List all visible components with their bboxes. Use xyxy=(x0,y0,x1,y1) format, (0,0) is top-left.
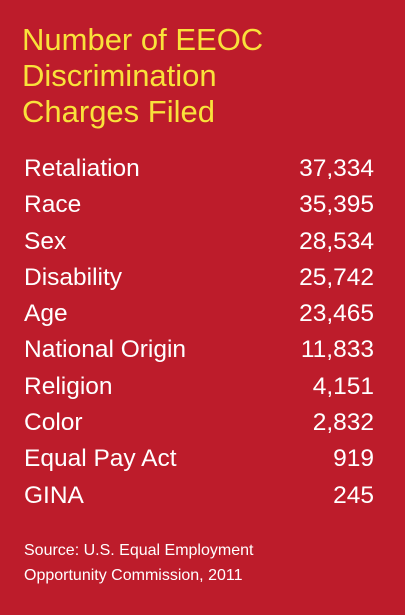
table-row: Retaliation 37,334 xyxy=(24,151,374,187)
charge-count: 2,832 xyxy=(312,409,374,437)
charge-count: 23,465 xyxy=(299,300,374,328)
category-label: Color xyxy=(24,409,83,437)
category-label: Retaliation xyxy=(24,155,140,182)
category-label: Equal Pay Act xyxy=(24,445,177,473)
charge-count: 25,742 xyxy=(299,263,374,291)
source-line: Opportunity Commission, 2011 xyxy=(24,567,243,584)
charge-count: 919 xyxy=(333,445,374,473)
table-row: Disability 25,742 xyxy=(24,260,374,296)
category-label: National Origin xyxy=(24,336,187,364)
table-row: National Origin 11,833 xyxy=(24,332,374,368)
category-label: Disability xyxy=(24,263,123,291)
charges-table: Retaliation 37,334 Race 35,395 Sex 28,534 Disa… xyxy=(24,151,374,514)
table-row: Sex 28,534 xyxy=(24,224,374,260)
charge-count: 4,151 xyxy=(312,372,374,400)
table-row: Age 23,465 xyxy=(24,296,374,332)
charge-count: 11,833 xyxy=(300,336,374,364)
chart-title-line: Number of EEOC xyxy=(22,22,264,57)
table-row: Religion 4,151 xyxy=(24,369,374,405)
charge-count: 245 xyxy=(333,481,374,509)
charge-count: 35,395 xyxy=(299,191,374,219)
chart-title-line: Discrimination xyxy=(22,58,217,93)
category-label: GINA xyxy=(24,481,84,509)
chart-title-line: Charges Filed xyxy=(22,94,215,129)
category-label: Age xyxy=(24,300,68,328)
source-note: Source: U.S. Equal Employment Opportunit… xyxy=(24,538,384,588)
table-row: Equal Pay Act 919 xyxy=(24,441,374,477)
table-row: Color 2,832 xyxy=(24,405,374,441)
table-row: GINA 245 xyxy=(24,478,374,514)
category-label: Religion xyxy=(24,372,113,400)
source-line: Source: U.S. Equal Employment xyxy=(24,542,254,559)
category-label: Race xyxy=(24,191,82,219)
table-row: Race 35,395 xyxy=(24,187,374,223)
category-label: Sex xyxy=(24,227,67,255)
charge-count: 28,534 xyxy=(299,227,374,255)
chart-title: Number of EEOC Discrimination Charges Fi… xyxy=(22,22,382,130)
charge-count: 37,334 xyxy=(299,155,374,182)
